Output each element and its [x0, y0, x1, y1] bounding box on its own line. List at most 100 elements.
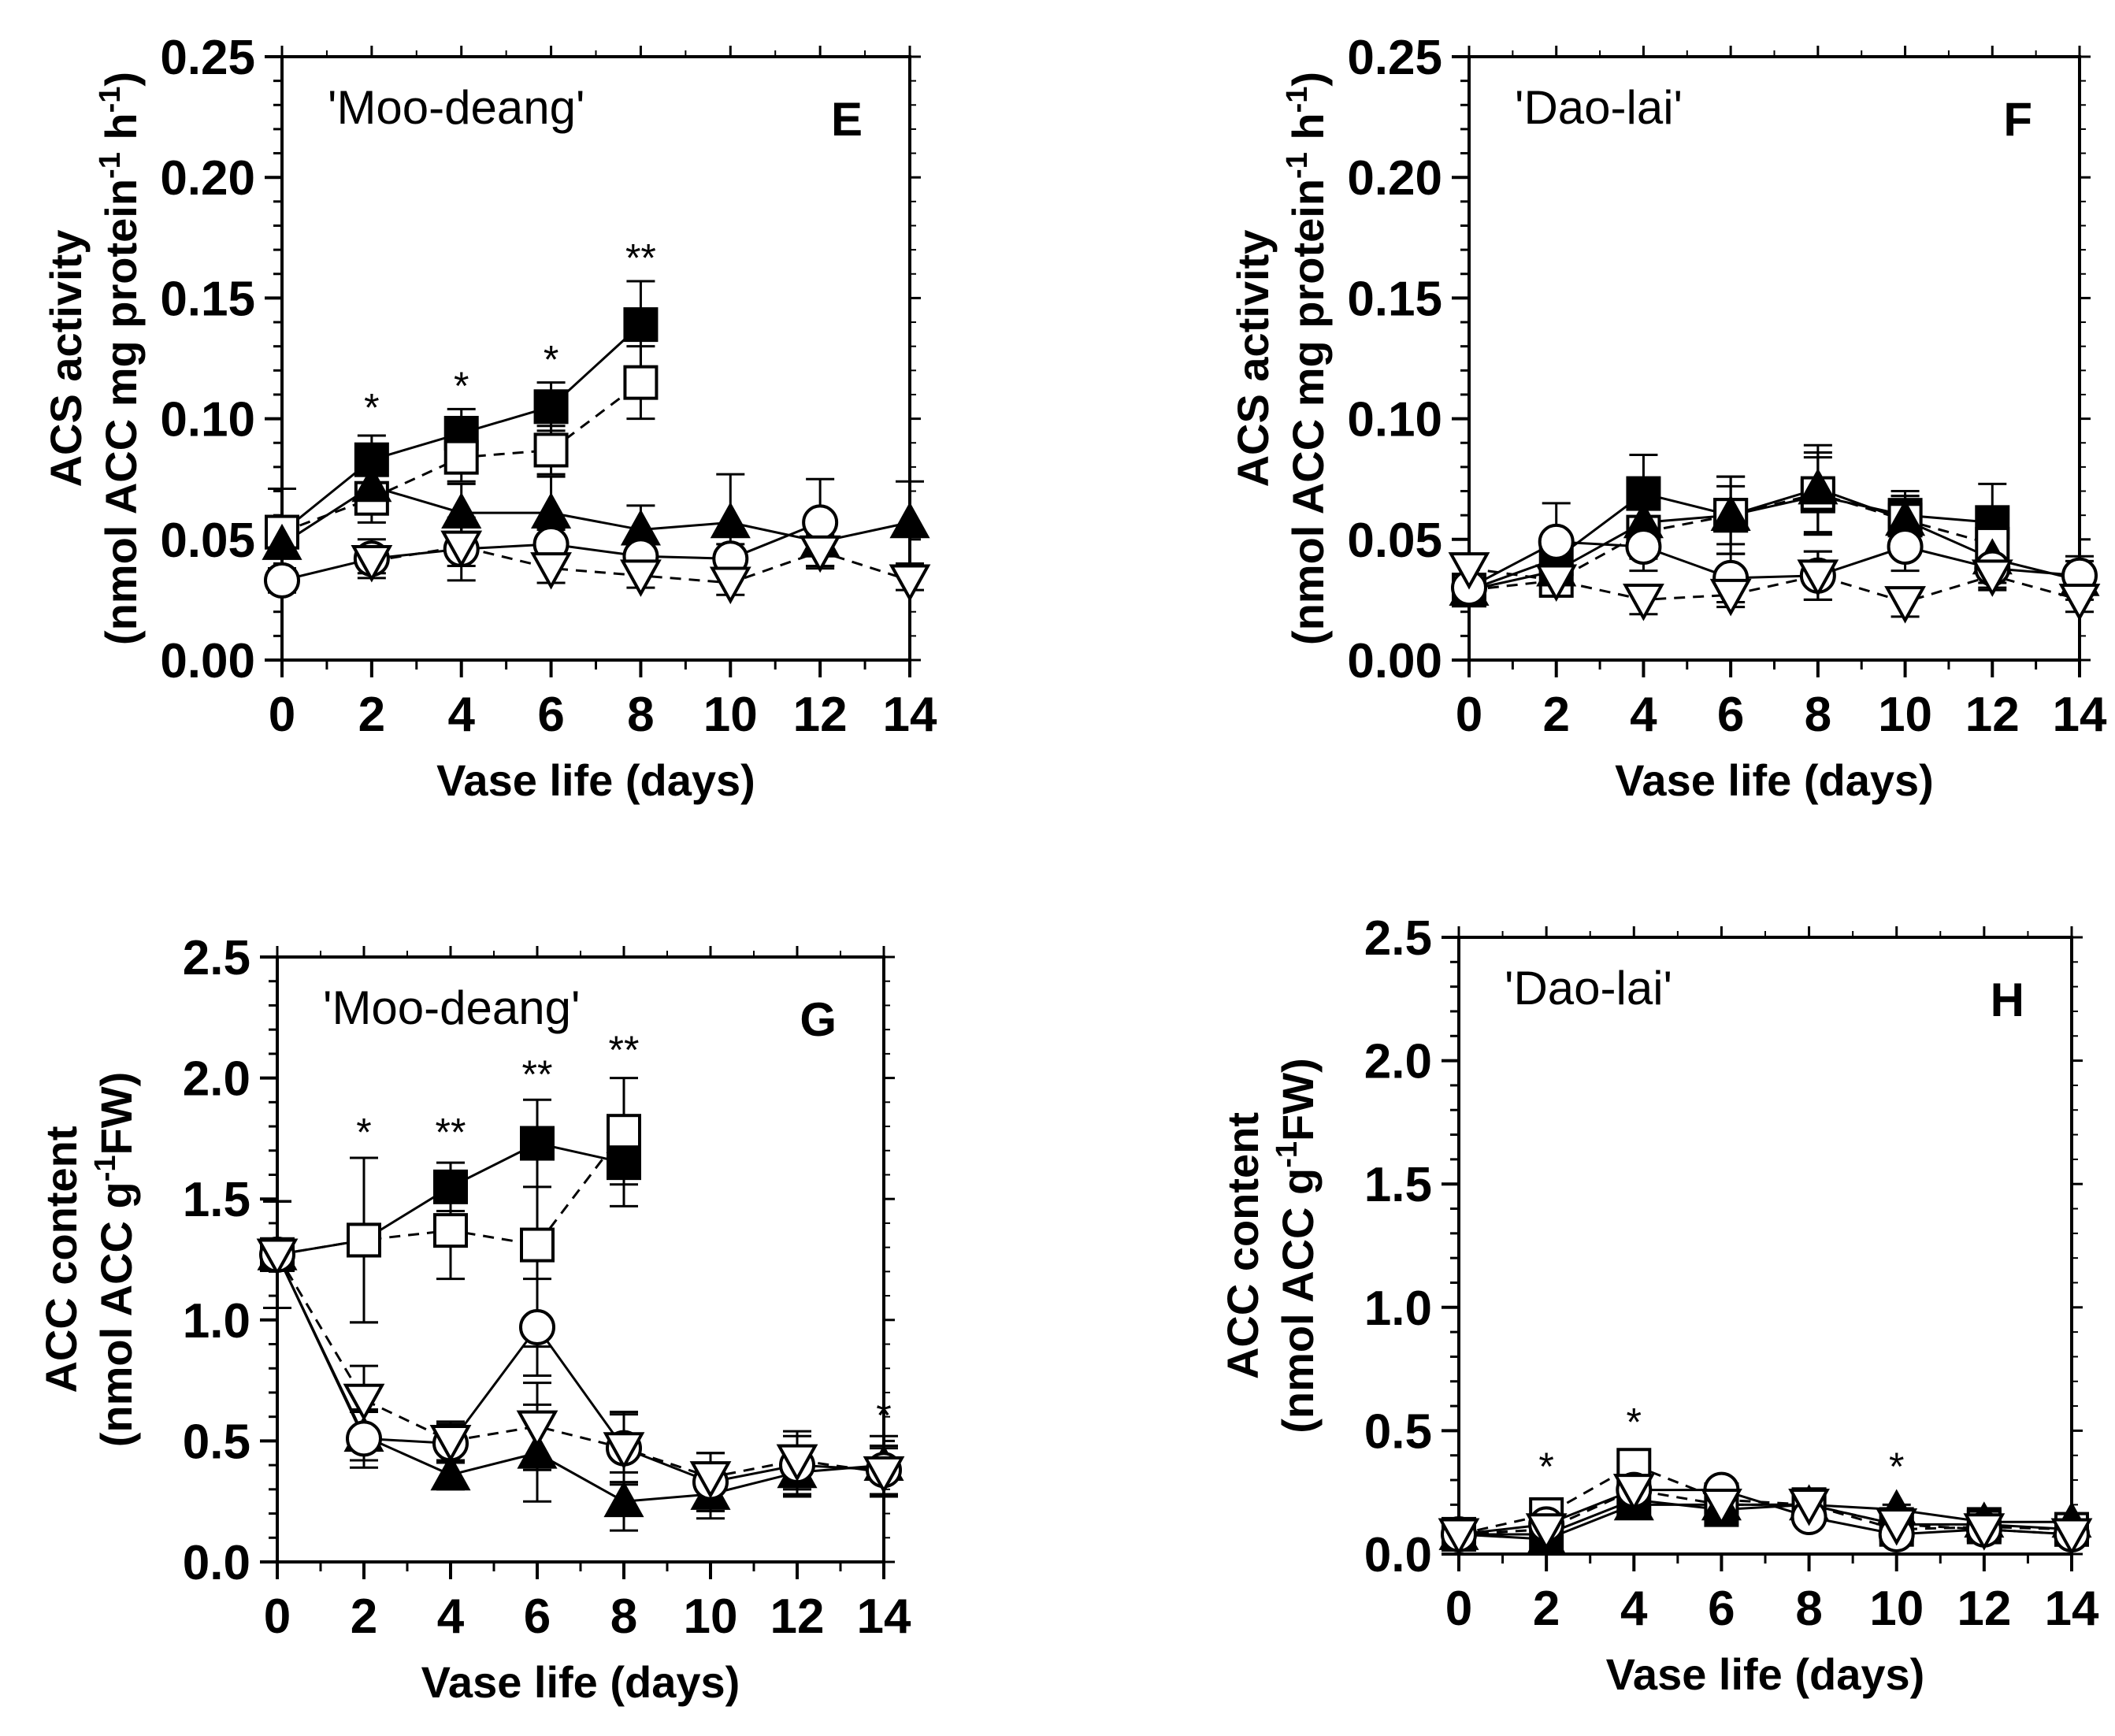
panel-f-xtick-label: 0	[1456, 688, 1482, 742]
panel-h-xtick-label: 12	[1957, 1582, 2011, 1636]
data-point-square-filled	[623, 307, 659, 343]
panel-g-xtick-label: 10	[684, 1589, 738, 1644]
panel-g-ytick-label: 0.5	[183, 1415, 250, 1469]
data-point-triangle-filled	[351, 466, 392, 503]
panel-h-xtick-label: 14	[2045, 1582, 2099, 1636]
panel-g-xtick-label: 4	[437, 1589, 465, 1644]
panel-e-xtick-label: 4	[447, 688, 475, 742]
panel-f-ytick-label: 0.15	[1347, 272, 1442, 326]
panel-f-ytick-label: 0.05	[1347, 514, 1442, 568]
significance-marker: *	[876, 1393, 891, 1437]
unit-superscript: -1	[94, 152, 127, 179]
unit-text: (nmol ACC mg protein	[1283, 179, 1333, 645]
unit-text: FW)	[91, 1072, 141, 1155]
data-point-square-open	[433, 1213, 468, 1248]
data-point-triangle-filled	[441, 492, 482, 529]
panel-h-ytick-label: 1.5	[1364, 1158, 1432, 1212]
data-point-triangle-filled	[517, 1432, 558, 1469]
panel-g-letter: G	[800, 993, 837, 1046]
data-point-triangle-down-open	[440, 530, 483, 569]
panel-f-xtick-label: 2	[1542, 688, 1569, 742]
panel-e-series-4-markers	[351, 530, 931, 605]
panel-g-ytick-label: 2.5	[183, 931, 250, 985]
panel-h-xtick-label: 8	[1795, 1582, 1822, 1636]
data-point-triangle-filled	[1798, 468, 1839, 505]
panel-f-xtick-label: 4	[1630, 688, 1657, 742]
data-point-triangle-down-open	[516, 1410, 558, 1449]
data-point-triangle-down-open	[1797, 559, 1839, 597]
data-point-triangle-down-open	[1971, 559, 2013, 597]
data-point-square-open	[347, 1222, 381, 1258]
data-point-square-filled	[533, 389, 569, 425]
data-point-triangle-down-open	[603, 1432, 645, 1470]
panel-g-series-4-markers	[256, 1238, 905, 1499]
data-point-circle-open	[264, 562, 300, 599]
panel-h-x-axis-title: Vase life (days)	[1606, 1649, 1925, 1699]
significance-marker: *	[364, 386, 379, 430]
significance-marker: *	[356, 1111, 371, 1155]
data-point-triangle-filled	[262, 523, 302, 560]
data-point-square-open	[443, 440, 479, 475]
data-point-triangle-down-open	[351, 544, 393, 583]
data-point-triangle-filled	[889, 502, 930, 539]
panel-g-ytick-label: 1.5	[183, 1173, 250, 1227]
data-point-triangle-down-open	[2058, 584, 2101, 621]
panel-f-ytick-label: 0.10	[1347, 393, 1442, 447]
unit-superscript: -1	[94, 87, 127, 113]
panel-e-ytick-label: 0.10	[160, 393, 255, 447]
significance-marker: *	[454, 364, 469, 408]
panel-h-ytick-label: 2.5	[1364, 911, 1432, 966]
panel-e-xtick-label: 0	[269, 688, 295, 742]
panel-g: 0.0 0.5 1.0 1.5 2.0 2.5 0 2 4 6 8 10 12 14 Vase life (…	[36, 931, 911, 1707]
data-point-triangle-down-open	[709, 566, 751, 605]
unit-superscript: -1	[89, 1155, 122, 1181]
panel-e-ytick-label: 0.15	[160, 272, 255, 326]
panel-h-letter: H	[1991, 974, 2024, 1026]
significance-marker: *	[1627, 1400, 1642, 1445]
panel-h-xtick-label: 10	[1869, 1582, 1924, 1636]
unit-text: (nmol ACC g	[1273, 1168, 1323, 1434]
data-point-triangle-down-open	[2050, 1518, 2093, 1556]
panel-h-y-axis-unit: (nmol ACC g-1FW)	[1271, 1058, 1323, 1434]
panel-f-y-axis-title: ACS activity	[1228, 230, 1278, 488]
data-point-triangle-down-open	[1788, 1488, 1830, 1526]
panel-e-xtick-label: 6	[537, 688, 564, 742]
significance-marker: **	[625, 236, 656, 280]
unit-superscript: -1	[1271, 1141, 1304, 1168]
data-point-triangle-down-open	[1525, 1513, 1568, 1551]
panel-f-y-axis-unit: (nmol ACC mg protein-1 h-1)	[1281, 72, 1333, 645]
panel-e-xtick-label: 10	[703, 688, 758, 742]
panel-e-letter: E	[831, 93, 863, 146]
panel-g-x-axis-title: Vase life (days)	[421, 1657, 740, 1707]
panel-g-xtick-label: 14	[857, 1589, 911, 1644]
data-point-square-filled	[520, 1126, 555, 1161]
panel-f-cultivar-label: 'Dao-lai'	[1515, 81, 1683, 134]
significance-marker: *	[1538, 1445, 1553, 1489]
panel-e-series-2-markers	[262, 466, 930, 560]
panel-h-ytick-label: 0.0	[1364, 1528, 1432, 1582]
data-point-triangle-down-open	[1438, 1518, 1480, 1556]
data-point-triangle-down-open	[1876, 1508, 1918, 1546]
data-point-square-filled	[607, 1145, 641, 1181]
data-point-circle-open	[802, 504, 839, 541]
data-point-triangle-down-open	[256, 1238, 299, 1276]
panel-e: 0.00 0.05 0.10 0.15 0.20 0.25 0 2 4 6 8 10 12 14 Vase …	[41, 31, 937, 805]
panel-g-y-axis-title: ACC content	[36, 1126, 86, 1393]
data-point-circle-open	[1887, 528, 1924, 565]
panel-f-letter: F	[2003, 93, 2032, 146]
unit-text: h	[96, 113, 146, 152]
data-point-triangle-filled	[710, 502, 751, 539]
panel-h-xtick-label: 4	[1620, 1582, 1648, 1636]
data-point-triangle-down-open	[689, 1461, 732, 1499]
data-point-square-open	[607, 1114, 641, 1149]
significance-marker: *	[1889, 1445, 1904, 1489]
panel-e-xtick-label: 8	[627, 688, 654, 742]
panel-h-ytick-label: 2.0	[1364, 1035, 1432, 1089]
panel-g-ytick-label: 2.0	[183, 1052, 250, 1107]
data-point-triangle-down-open	[1623, 584, 1664, 621]
panel-f-xtick-label: 12	[1965, 688, 2020, 742]
unit-superscript: -1	[1281, 87, 1314, 113]
data-point-circle-open	[346, 1420, 382, 1457]
unit-superscript: -1	[1281, 152, 1314, 179]
